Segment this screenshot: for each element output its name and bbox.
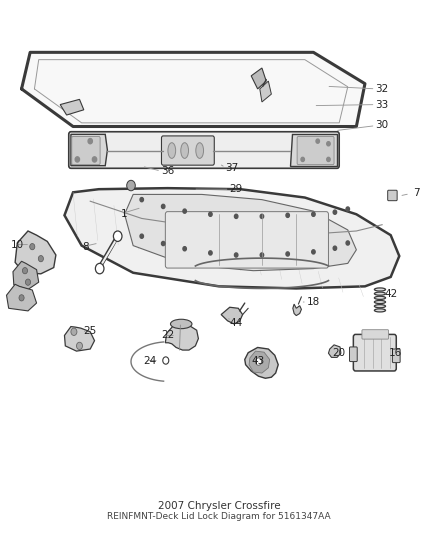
FancyBboxPatch shape — [297, 136, 334, 165]
Circle shape — [77, 342, 82, 350]
Circle shape — [19, 295, 24, 301]
FancyBboxPatch shape — [162, 136, 214, 165]
Text: 24: 24 — [144, 356, 157, 366]
Text: REINFMNT-Deck Lid Lock Diagram for 5161347AA: REINFMNT-Deck Lid Lock Diagram for 51613… — [107, 512, 331, 521]
Circle shape — [346, 207, 350, 211]
Circle shape — [95, 263, 104, 274]
Circle shape — [255, 358, 261, 365]
Polygon shape — [71, 134, 107, 166]
Polygon shape — [328, 345, 341, 358]
Circle shape — [286, 213, 290, 217]
Circle shape — [346, 241, 350, 245]
Text: 2007 Chrysler Crossfire: 2007 Chrysler Crossfire — [158, 500, 280, 511]
FancyBboxPatch shape — [362, 330, 389, 339]
Text: 43: 43 — [251, 356, 264, 366]
Circle shape — [22, 268, 28, 274]
Polygon shape — [293, 304, 301, 316]
Polygon shape — [64, 188, 399, 288]
Polygon shape — [60, 99, 84, 115]
FancyBboxPatch shape — [353, 334, 396, 371]
Circle shape — [183, 247, 187, 251]
Text: 44: 44 — [230, 318, 243, 328]
Ellipse shape — [196, 143, 204, 158]
Polygon shape — [7, 284, 36, 311]
Circle shape — [92, 157, 97, 162]
FancyBboxPatch shape — [72, 136, 100, 165]
Text: 33: 33 — [375, 100, 389, 110]
Ellipse shape — [374, 305, 385, 308]
Circle shape — [301, 157, 304, 161]
Polygon shape — [245, 348, 278, 378]
Polygon shape — [15, 231, 56, 274]
Circle shape — [327, 157, 330, 161]
Circle shape — [30, 244, 35, 250]
Ellipse shape — [374, 309, 385, 312]
Ellipse shape — [170, 319, 192, 329]
Polygon shape — [166, 324, 198, 350]
Circle shape — [316, 139, 319, 143]
Circle shape — [140, 198, 144, 201]
Text: 32: 32 — [375, 84, 389, 94]
Text: 20: 20 — [332, 348, 346, 358]
Polygon shape — [21, 52, 365, 126]
Text: 30: 30 — [375, 120, 389, 131]
Circle shape — [88, 139, 92, 144]
Circle shape — [260, 253, 264, 257]
Circle shape — [183, 209, 187, 213]
Polygon shape — [249, 351, 270, 373]
Polygon shape — [251, 68, 266, 89]
FancyBboxPatch shape — [388, 190, 397, 201]
Text: 10: 10 — [11, 239, 24, 249]
Text: 37: 37 — [225, 163, 239, 173]
Circle shape — [286, 252, 290, 256]
Circle shape — [333, 246, 337, 251]
Text: 25: 25 — [84, 326, 97, 336]
Circle shape — [75, 157, 80, 162]
Polygon shape — [221, 307, 243, 324]
Text: 1: 1 — [121, 209, 128, 219]
Circle shape — [234, 214, 238, 219]
Text: 29: 29 — [230, 184, 243, 194]
Ellipse shape — [374, 296, 385, 300]
Circle shape — [162, 241, 165, 246]
FancyBboxPatch shape — [350, 347, 357, 361]
Circle shape — [327, 142, 330, 146]
Text: 18: 18 — [307, 297, 320, 307]
Text: 16: 16 — [389, 348, 402, 358]
Ellipse shape — [374, 292, 385, 295]
Polygon shape — [290, 134, 337, 166]
FancyBboxPatch shape — [392, 349, 400, 362]
Circle shape — [140, 234, 144, 238]
Text: 22: 22 — [161, 330, 174, 341]
Circle shape — [71, 328, 77, 335]
Circle shape — [162, 204, 165, 208]
Circle shape — [113, 231, 122, 241]
Circle shape — [312, 250, 315, 254]
Text: 36: 36 — [161, 166, 174, 176]
Ellipse shape — [181, 143, 188, 158]
Circle shape — [333, 210, 337, 214]
Ellipse shape — [374, 301, 385, 304]
Circle shape — [208, 212, 212, 216]
Polygon shape — [13, 261, 39, 289]
Circle shape — [208, 251, 212, 255]
Circle shape — [234, 253, 238, 257]
Text: 7: 7 — [413, 188, 420, 198]
Circle shape — [38, 255, 43, 262]
Ellipse shape — [374, 288, 385, 291]
Ellipse shape — [168, 143, 176, 158]
Polygon shape — [260, 81, 272, 102]
Circle shape — [127, 180, 135, 191]
Text: 42: 42 — [384, 289, 397, 298]
Circle shape — [163, 357, 169, 364]
Text: 8: 8 — [83, 242, 89, 252]
Polygon shape — [124, 195, 357, 271]
FancyBboxPatch shape — [166, 212, 328, 268]
FancyBboxPatch shape — [69, 132, 339, 168]
Circle shape — [312, 212, 315, 216]
Circle shape — [260, 214, 264, 219]
Circle shape — [25, 279, 31, 285]
Polygon shape — [64, 327, 95, 351]
